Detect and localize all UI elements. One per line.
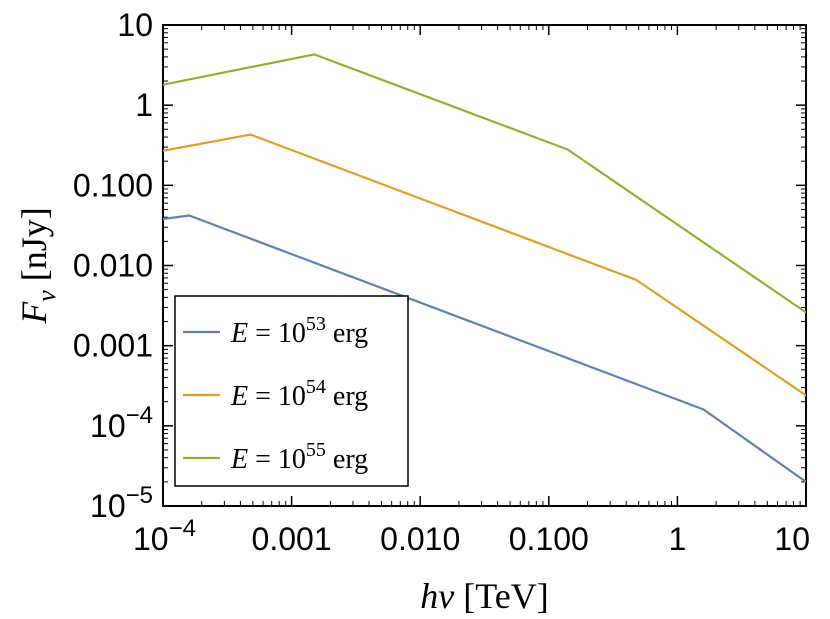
legend-exponent: 55 xyxy=(306,439,326,461)
legend-entry-1: E = 1053 erg xyxy=(230,313,368,349)
legend-var: E xyxy=(230,444,248,475)
x-tick-label: 0.010 xyxy=(380,521,460,557)
y-tick-label-exponent: −5 xyxy=(126,482,153,509)
legend-equals: = 10 xyxy=(248,381,306,412)
legend-entry-2: E = 1054 erg xyxy=(230,376,368,412)
x-axis-label-unit: [TeV] xyxy=(454,576,548,616)
y-tick-label: 10−5 xyxy=(90,482,153,524)
legend-unit: erg xyxy=(326,318,368,349)
y-axis-label-unit: [nJy] xyxy=(14,207,54,290)
x-axis-label: hν [TeV] xyxy=(420,576,548,616)
series-lines xyxy=(163,53,806,483)
x-tick-label: 10 xyxy=(774,521,810,557)
legend-var: E xyxy=(230,381,248,412)
x-tick-label: 0.100 xyxy=(509,521,589,557)
y-axis-label: Fν [nJy] xyxy=(14,207,61,325)
series-line-1 xyxy=(163,214,806,483)
legend-unit: erg xyxy=(326,444,368,475)
x-axis-label-var: hν xyxy=(420,576,454,616)
x-tick-label: 10−4 xyxy=(133,515,196,557)
x-tick-label-exponent: −4 xyxy=(169,515,196,542)
y-tick-label: 10−4 xyxy=(90,402,153,444)
y-tick-label-exponent: −4 xyxy=(126,402,153,429)
y-tick-label: 10 xyxy=(117,7,153,43)
x-tick-label: 0.001 xyxy=(252,521,332,557)
legend-box xyxy=(174,295,409,487)
legend-var: E xyxy=(230,318,248,349)
legend-equals: = 10 xyxy=(248,318,306,349)
y-axis-label-subscript: ν xyxy=(32,290,61,302)
legend-unit: erg xyxy=(326,381,368,412)
y-axis-label-var: F xyxy=(14,301,54,325)
series-line-3 xyxy=(163,53,806,314)
legend-equals: = 10 xyxy=(248,444,306,475)
y-tick-label: 1 xyxy=(135,87,153,123)
legend-exponent: 53 xyxy=(306,313,326,335)
y-tick-label: 0.001 xyxy=(73,328,153,364)
legend-exponent: 54 xyxy=(306,376,326,398)
series-line-2 xyxy=(163,133,806,397)
minor-ticks xyxy=(163,25,806,506)
y-tick-label-base: 10 xyxy=(90,408,126,444)
x-tick-label-base: 10 xyxy=(133,521,169,557)
major-ticks xyxy=(162,24,807,507)
x-tick-label: 1 xyxy=(669,521,687,557)
legend-entry-3: E = 1055 erg xyxy=(230,439,368,475)
y-tick-label-base: 10 xyxy=(90,488,126,524)
y-tick-label: 0.100 xyxy=(73,167,153,203)
y-tick-label: 0.010 xyxy=(73,248,153,284)
